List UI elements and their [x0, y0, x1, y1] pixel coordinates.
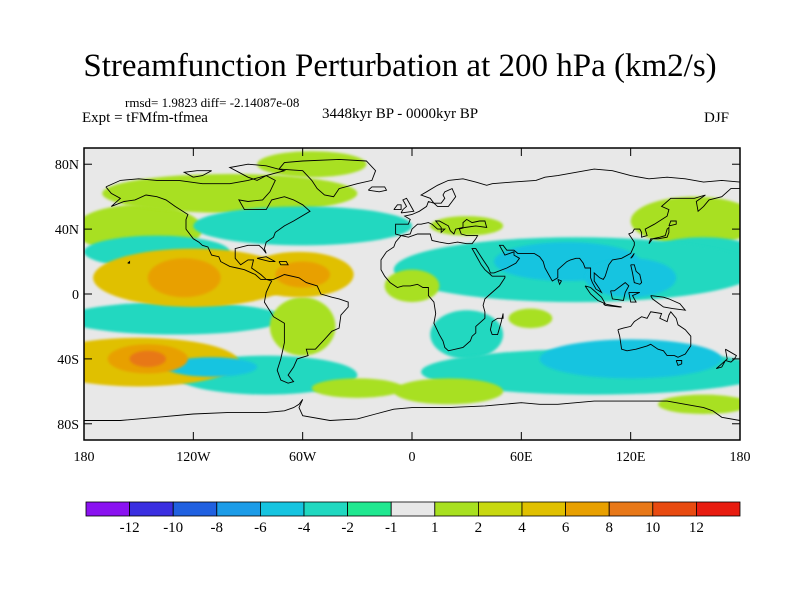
coastline [367, 186, 388, 193]
colorbar-swatch [390, 501, 436, 517]
field-patch [585, 258, 677, 298]
coastline [617, 311, 692, 358]
stats-text: rmsd= 1.9823 diff= -2.14087e-08 [125, 95, 300, 110]
coastline [278, 261, 289, 266]
lon-tick-label: 120E [616, 450, 646, 465]
lat-tick-label: 40S [57, 353, 79, 368]
coastline [182, 170, 212, 178]
colorbar-label: -1 [385, 520, 398, 536]
colorbar-swatch [521, 501, 566, 517]
field-patch [393, 378, 504, 405]
coastline [610, 282, 630, 302]
experiment-label: Expt = tFMfm-tfmea [82, 110, 208, 126]
colorbar-label: 8 [605, 520, 613, 536]
colorbar-label: 4 [518, 520, 526, 536]
coastline [668, 220, 677, 227]
plot-title: Streamfunction Perturbation at 200 hPa (… [83, 48, 717, 84]
coastline-layer [84, 158, 740, 421]
coastline [84, 399, 304, 421]
coastline [557, 278, 563, 286]
colorbar-label: 6 [562, 520, 570, 536]
coastline [628, 291, 640, 303]
longitude-axis: 180 120W 60W 0 60E 120E 180 [74, 148, 751, 465]
season-label: DJF [704, 110, 730, 126]
lon-tick-label: 180 [730, 450, 751, 465]
colorbar-swatch [85, 501, 130, 517]
period-label: 3448kyr BP - 0000kyr BP [322, 106, 479, 122]
lon-tick-label: 60E [510, 450, 533, 465]
field-patch [269, 297, 336, 356]
coastline [650, 295, 687, 311]
coastline [630, 264, 643, 285]
lon-tick-label: 60W [289, 450, 317, 465]
lat-tick-label: 80N [55, 158, 79, 173]
field-patch [102, 173, 358, 213]
colorbar-swatch [434, 501, 479, 517]
colorbar-swatch [259, 501, 305, 517]
colorbar-label: 12 [689, 520, 704, 536]
colorbar-label: -10 [163, 520, 183, 536]
colorbar-swatch [477, 501, 523, 517]
coastline [648, 226, 670, 244]
coastline [127, 260, 131, 264]
field-patch [275, 261, 330, 288]
colorbar-label: -4 [298, 520, 311, 536]
coastline [602, 303, 622, 308]
colorbar-label: 2 [475, 520, 483, 536]
colorbar-swatch [303, 501, 348, 517]
colorbar: -12 -10 -8 -6 -4 -2 -1 1 2 4 6 8 10 12 [85, 501, 741, 536]
colorbar-swatch [652, 501, 697, 517]
field-patch [508, 308, 553, 329]
field-patch [311, 378, 403, 398]
colorbar-swatch [172, 501, 218, 517]
lon-tick-label: 120W [176, 450, 211, 465]
field-patch [129, 350, 166, 367]
colorbar-swatch [347, 501, 392, 517]
field-patch [147, 258, 221, 298]
colorbar-label: -8 [211, 520, 224, 536]
coastline [393, 204, 402, 211]
field-patch [84, 302, 285, 335]
field-patch [539, 339, 722, 379]
coastline [105, 175, 349, 384]
lat-tick-label: 40N [55, 223, 79, 238]
colorbar-label: 10 [645, 520, 660, 536]
colorbar-label: 1 [431, 520, 439, 536]
colorbar-swatch [565, 501, 610, 517]
coastline [675, 360, 683, 367]
coastline [489, 313, 504, 336]
coastline [716, 348, 738, 370]
field-patch [658, 394, 740, 415]
coastline [400, 197, 415, 214]
coastline [630, 253, 635, 259]
field-patch [166, 357, 258, 377]
lat-tick-label: 0 [72, 288, 79, 303]
coastline [228, 163, 287, 181]
coastline [256, 256, 276, 263]
coastline [278, 158, 377, 198]
colorbar-label: -6 [254, 520, 267, 536]
colorbar-label: -12 [120, 520, 140, 536]
lon-tick-label: 180 [74, 450, 95, 465]
colorbar-swatch [216, 501, 261, 517]
field-patch [630, 196, 740, 246]
field-layer [84, 151, 740, 415]
colorbar-label: -2 [341, 520, 354, 536]
lon-tick-label: 0 [409, 450, 416, 465]
field-patch [430, 310, 504, 359]
colorbar-swatch [608, 501, 654, 517]
lat-tick-label: 80S [57, 418, 79, 433]
field-patch [193, 206, 412, 246]
coastline [380, 168, 740, 352]
colorbar-swatch [696, 501, 741, 517]
coastline [298, 399, 740, 421]
colorbar-swatch [129, 501, 174, 517]
latitude-axis: 80N 40N 0 40S 80S [55, 158, 740, 433]
